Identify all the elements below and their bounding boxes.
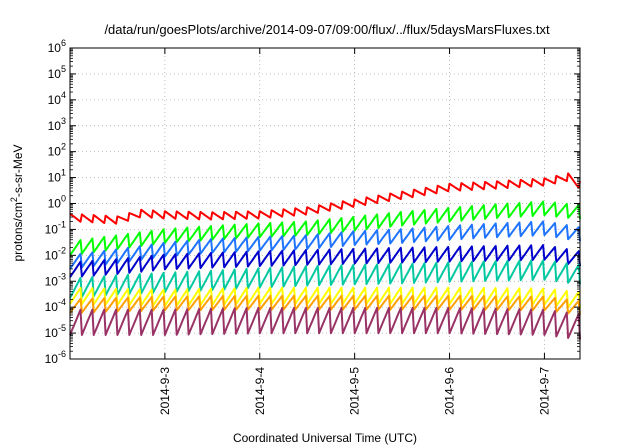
x-tick-label: 2014-9-6 (443, 367, 457, 415)
y-axis-label-sup: 2 (9, 197, 19, 202)
y-tick-label: 10-6 (45, 349, 66, 366)
x-tick-label: 2014-9-5 (348, 367, 362, 415)
flux-series-line (69, 306, 581, 340)
y-tick-label: 10-3 (45, 271, 66, 288)
x-tick-label: 2014-9-4 (253, 367, 267, 415)
y-axis-label-prefix: protons/cm (11, 202, 25, 261)
flux-series-line (69, 244, 581, 278)
y-tick-label: 101 (48, 168, 66, 185)
y-tick-label: 106 (48, 38, 66, 55)
flux-series-line (69, 286, 581, 309)
flux-series-line (69, 259, 581, 299)
series-layer (69, 172, 581, 340)
flux-series-line (69, 200, 581, 256)
y-axis-label: protons/cm2-s-sr-MeV (9, 144, 25, 261)
x-axis-label: Coordinated Universal Time (UTC) (233, 431, 417, 445)
y-tick-label: 10-4 (45, 297, 66, 314)
flux-series-line (69, 294, 581, 315)
x-tick-label: 2014-9-3 (158, 367, 172, 415)
y-tick-label: 105 (48, 64, 66, 81)
plot-frame (69, 47, 581, 360)
y-tick-label: 104 (48, 90, 66, 107)
y-tick-label: 10-1 (45, 219, 66, 236)
y-tick-label: 103 (48, 116, 66, 133)
flux-series-line (69, 172, 581, 225)
grid-lines (70, 48, 580, 359)
y-tick-label: 100 (48, 194, 66, 211)
x-tick-label: 2014-9-7 (537, 367, 551, 415)
y-tick-label: 10-5 (45, 323, 66, 340)
chart-title: /data/run/goesPlots/archive/2014-09-07/0… (104, 22, 550, 37)
y-axis-label-suffix: -s-sr-MeV (11, 144, 25, 197)
y-tick-label: 10-2 (45, 245, 66, 262)
y-tick-label: 102 (48, 142, 66, 159)
x-axis-ticks: 2014-9-3 2014-9-4 2014-9-5 2014-9-6 2014-9-7 (158, 48, 551, 415)
flux-series-line (69, 220, 581, 270)
